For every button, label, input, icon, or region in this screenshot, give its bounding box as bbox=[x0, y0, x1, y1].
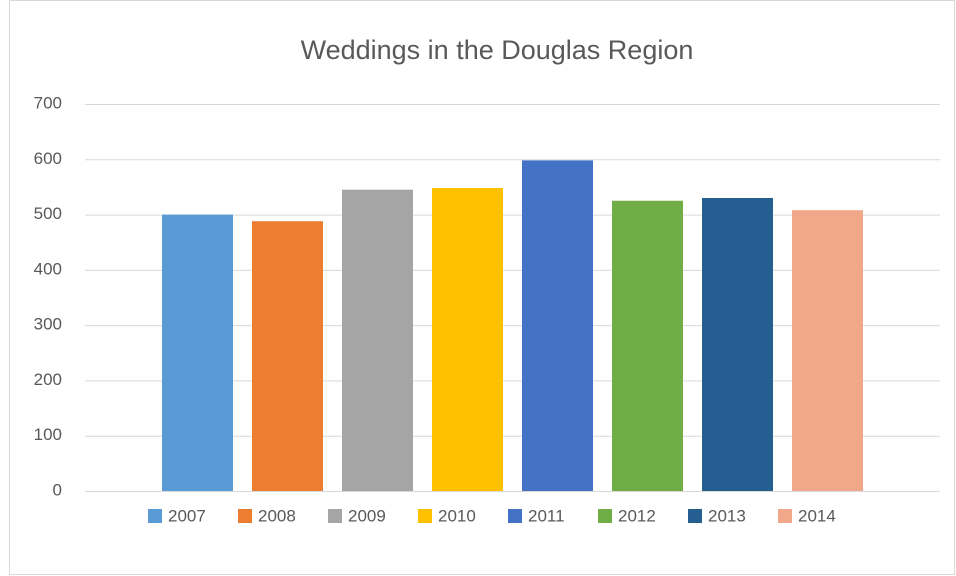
legend-swatch bbox=[238, 509, 252, 523]
legend-label: 2014 bbox=[798, 506, 836, 525]
chart-title: Weddings in the Douglas Region bbox=[301, 35, 694, 65]
bar bbox=[792, 210, 863, 492]
legend-swatch bbox=[148, 509, 162, 523]
y-tick-label: 200 bbox=[34, 370, 62, 389]
bar bbox=[522, 160, 593, 492]
bar bbox=[252, 221, 323, 491]
legend-label: 2009 bbox=[348, 506, 386, 525]
legend-swatch bbox=[418, 509, 432, 523]
y-tick-label: 100 bbox=[34, 425, 62, 444]
y-tick-label: 300 bbox=[34, 315, 62, 334]
bar bbox=[432, 188, 503, 491]
bar bbox=[342, 189, 413, 491]
legend-swatch bbox=[598, 509, 612, 523]
legend-swatch bbox=[688, 509, 702, 523]
legend-label: 2012 bbox=[618, 506, 656, 525]
y-tick-label: 700 bbox=[34, 93, 62, 112]
y-tick-label: 500 bbox=[34, 204, 62, 223]
legend-label: 2010 bbox=[438, 506, 476, 525]
y-tick-label: 600 bbox=[34, 149, 62, 168]
bar bbox=[702, 197, 773, 491]
legend-label: 2013 bbox=[708, 506, 746, 525]
legend-label: 2011 bbox=[528, 506, 565, 525]
legend-label: 2007 bbox=[168, 506, 206, 525]
legend-swatch bbox=[778, 509, 792, 523]
legend-swatch bbox=[508, 509, 522, 523]
legend-label: 2008 bbox=[258, 506, 296, 525]
legend-swatch bbox=[328, 509, 342, 523]
bar bbox=[162, 214, 233, 492]
bar bbox=[612, 200, 683, 491]
y-tick-label: 400 bbox=[34, 259, 62, 278]
y-tick-label: 0 bbox=[53, 480, 62, 499]
